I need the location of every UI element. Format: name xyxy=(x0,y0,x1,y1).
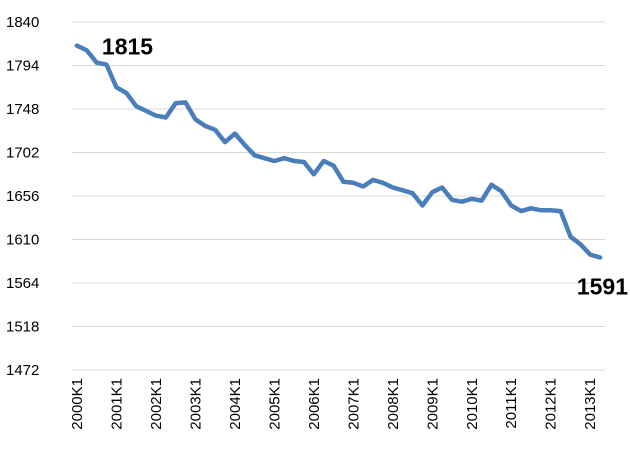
x-tick-label: 2008K1 xyxy=(385,378,402,430)
x-tick-label: 2005K1 xyxy=(266,378,283,430)
x-tick-label: 2006K1 xyxy=(306,378,323,430)
x-tick-label: 2009K1 xyxy=(424,378,441,430)
y-tick-label: 1518 xyxy=(6,319,39,336)
y-tick-label: 1610 xyxy=(6,232,39,249)
x-tick-label: 2007K1 xyxy=(345,378,362,430)
x-tick-label: 2013K1 xyxy=(582,378,599,430)
data-label: 1591 xyxy=(577,273,628,299)
x-tick-label: 2012K1 xyxy=(543,378,560,430)
x-tick-label: 2002K1 xyxy=(148,378,165,430)
x-tick-label: 2010K1 xyxy=(464,378,481,430)
y-tick-label: 1702 xyxy=(6,145,39,162)
y-tick-label: 1656 xyxy=(6,188,39,205)
data-label: 1815 xyxy=(102,34,153,60)
y-tick-label: 1748 xyxy=(6,101,39,118)
y-tick-label: 1840 xyxy=(6,14,39,31)
x-tick-label: 2003K1 xyxy=(187,378,204,430)
x-tick-label: 2011K1 xyxy=(503,378,520,429)
x-tick-label: 2000K1 xyxy=(69,378,86,430)
line xyxy=(74,43,603,260)
y-tick-label: 1794 xyxy=(6,58,39,75)
x-tick-label: 2004K1 xyxy=(227,378,244,430)
y-tick-label: 1564 xyxy=(6,275,39,292)
y-tick-label: 1472 xyxy=(6,362,39,379)
x-tick-label: 2001K1 xyxy=(108,378,125,430)
